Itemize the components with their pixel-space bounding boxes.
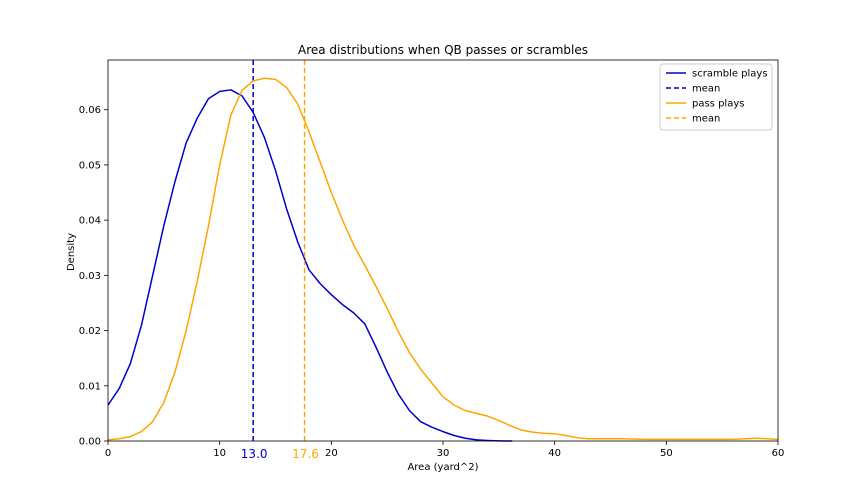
legend-box — [659, 63, 773, 131]
x-axis-label: Area (yard^2) — [407, 462, 478, 473]
series-line-2 — [107, 77, 779, 441]
axes: 0 10 20 30 40 50 60 0.00 0.01 0.02 0.03 0.04 0.05 0.0… — [79, 59, 785, 459]
x-tick-label-1: 10 — [213, 448, 226, 459]
legend: scramble plays mean pass plays mean — [659, 63, 773, 131]
y-tick-label-5: 0.05 — [79, 160, 101, 171]
y-tick-label-0: 0.00 — [79, 437, 101, 448]
x-tick-label-3: 30 — [437, 448, 450, 459]
chart-title: Area distributions when QB passes or scr… — [298, 43, 588, 57]
series-line-0 — [107, 89, 513, 442]
y-axis-label: Density — [66, 233, 77, 271]
mean-label-3: 17.6 — [292, 447, 319, 461]
y-tick-label-4: 0.04 — [79, 216, 101, 227]
legend-label-1: mean — [692, 84, 720, 95]
y-tick-label-6: 0.06 — [79, 105, 101, 116]
legend-label-2: pass plays — [692, 99, 744, 110]
y-tick-label-1: 0.01 — [79, 381, 101, 392]
x-tick-label-0: 0 — [105, 448, 111, 459]
legend-label-3: mean — [692, 114, 720, 125]
x-tick-label-4: 40 — [548, 448, 561, 459]
y-tick-label-2: 0.02 — [79, 326, 101, 337]
mean-label-1: 13.0 — [241, 447, 268, 461]
y-tick-label-3: 0.03 — [79, 271, 101, 282]
x-tick-label-2: 20 — [325, 448, 338, 459]
x-tick-label-5: 50 — [660, 448, 673, 459]
x-tick-label-6: 60 — [772, 448, 785, 459]
legend-label-0: scramble plays — [692, 69, 768, 80]
plot-area: 13.0 17.6 — [107, 60, 779, 461]
